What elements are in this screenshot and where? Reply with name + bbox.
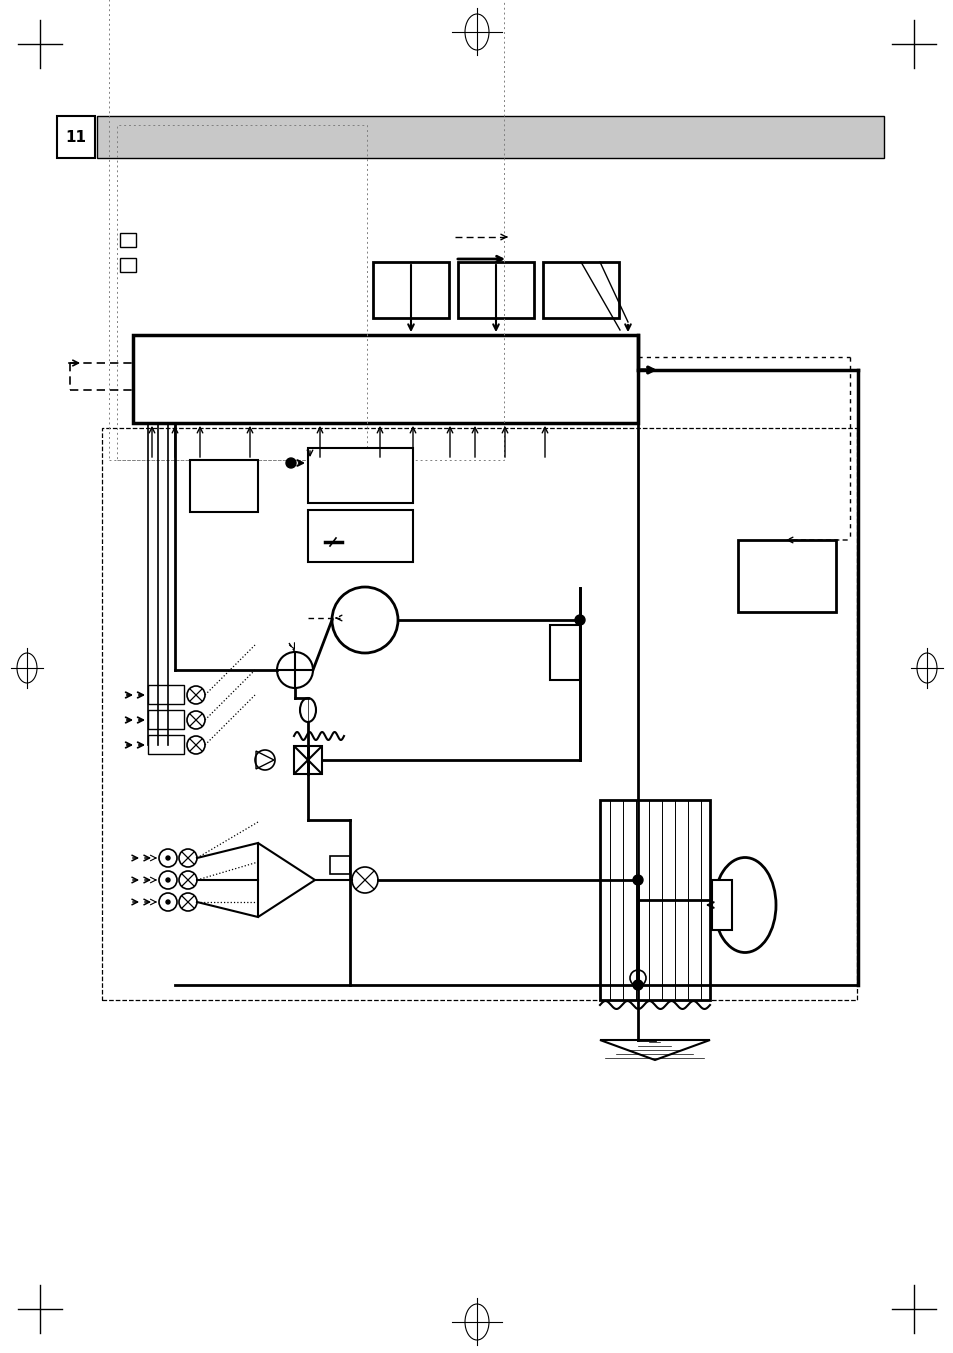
FancyBboxPatch shape [457,262,534,318]
FancyBboxPatch shape [373,262,449,318]
FancyBboxPatch shape [148,735,184,754]
FancyBboxPatch shape [550,625,579,681]
Circle shape [633,980,642,990]
FancyBboxPatch shape [308,448,413,503]
FancyBboxPatch shape [148,710,184,729]
FancyBboxPatch shape [599,800,709,1000]
FancyBboxPatch shape [308,510,413,561]
Circle shape [633,875,642,885]
Circle shape [286,459,295,468]
Text: 11: 11 [66,130,87,145]
FancyBboxPatch shape [97,116,883,158]
FancyBboxPatch shape [330,856,350,874]
FancyBboxPatch shape [190,460,257,511]
FancyBboxPatch shape [711,879,731,930]
FancyBboxPatch shape [542,262,618,318]
FancyBboxPatch shape [738,540,835,612]
Circle shape [575,616,584,625]
FancyBboxPatch shape [148,685,184,704]
FancyBboxPatch shape [132,336,638,423]
Circle shape [166,878,170,882]
Circle shape [166,900,170,904]
FancyBboxPatch shape [294,746,322,774]
FancyBboxPatch shape [120,233,136,248]
FancyBboxPatch shape [57,116,95,158]
FancyBboxPatch shape [120,258,136,272]
Circle shape [166,856,170,861]
